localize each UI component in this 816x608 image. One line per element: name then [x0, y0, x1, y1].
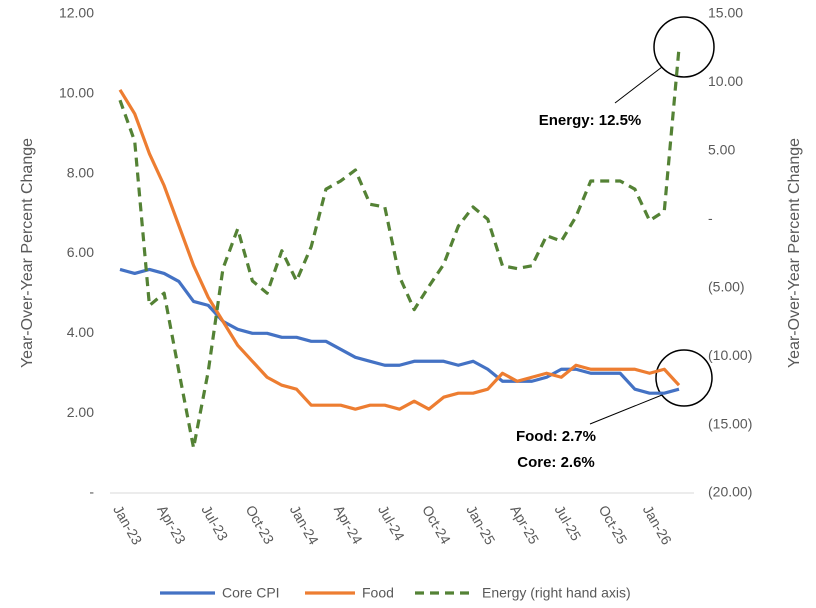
y2-tick-label: 5.00	[708, 142, 735, 158]
x-tick-label: Jul-24	[375, 502, 408, 543]
x-tick-label: Jan-24	[287, 502, 322, 547]
series-line	[118, 48, 681, 450]
x-tick-label: Oct-23	[243, 502, 278, 547]
series-line	[118, 89, 681, 411]
y2-tick-label: 10.00	[708, 73, 743, 89]
series-line	[119, 267, 680, 395]
y2-tick-label: (20.00)	[708, 484, 752, 500]
y-axis-title: Year-Over-Year Percent Change	[19, 138, 36, 368]
highlight-circle	[655, 349, 713, 407]
x-tick-label: Apr-24	[331, 502, 366, 547]
connector	[614, 66, 663, 104]
x-tick-label: Jan-25	[463, 502, 498, 547]
y2-tick-label: (5.00)	[708, 278, 745, 294]
annotation: Core: 2.6%	[517, 454, 595, 471]
y2-tick-label: -	[708, 210, 713, 226]
annotation: Energy: 12.5%	[539, 112, 642, 129]
x-tick-label: Jan-26	[640, 502, 675, 547]
highlight-circle	[653, 16, 715, 78]
y-tick-label: -	[89, 484, 94, 500]
connector	[589, 394, 663, 425]
x-tick-label: Jul-25	[552, 502, 585, 543]
legend-label: Core CPI	[222, 585, 280, 601]
x-tick-label: Jul-23	[198, 502, 231, 543]
y2-tick-label: (15.00)	[708, 415, 752, 431]
y-tick-label: 8.00	[67, 164, 94, 180]
x-tick-label: Apr-25	[507, 502, 542, 547]
y-tick-label: 4.00	[67, 324, 94, 340]
y2-tick-label: (10.00)	[708, 347, 752, 363]
y-tick-label: 2.00	[67, 404, 94, 420]
y-tick-label: 12.00	[59, 5, 94, 21]
y2-axis-title: Year-Over-Year Percent Change	[786, 138, 803, 368]
legend-label: Food	[362, 585, 394, 601]
x-tick-label: Oct-24	[419, 502, 454, 547]
legend-label: Energy (right hand axis)	[482, 585, 631, 601]
y-tick-label: 10.00	[59, 85, 94, 101]
x-tick-label: Apr-23	[154, 502, 189, 547]
y-tick-label: 6.00	[67, 244, 94, 260]
y2-tick-label: 15.00	[708, 5, 743, 21]
x-tick-label: Oct-25	[596, 502, 631, 547]
annotation: Food: 2.7%	[516, 428, 596, 445]
x-tick-label: Jan-23	[110, 502, 145, 547]
